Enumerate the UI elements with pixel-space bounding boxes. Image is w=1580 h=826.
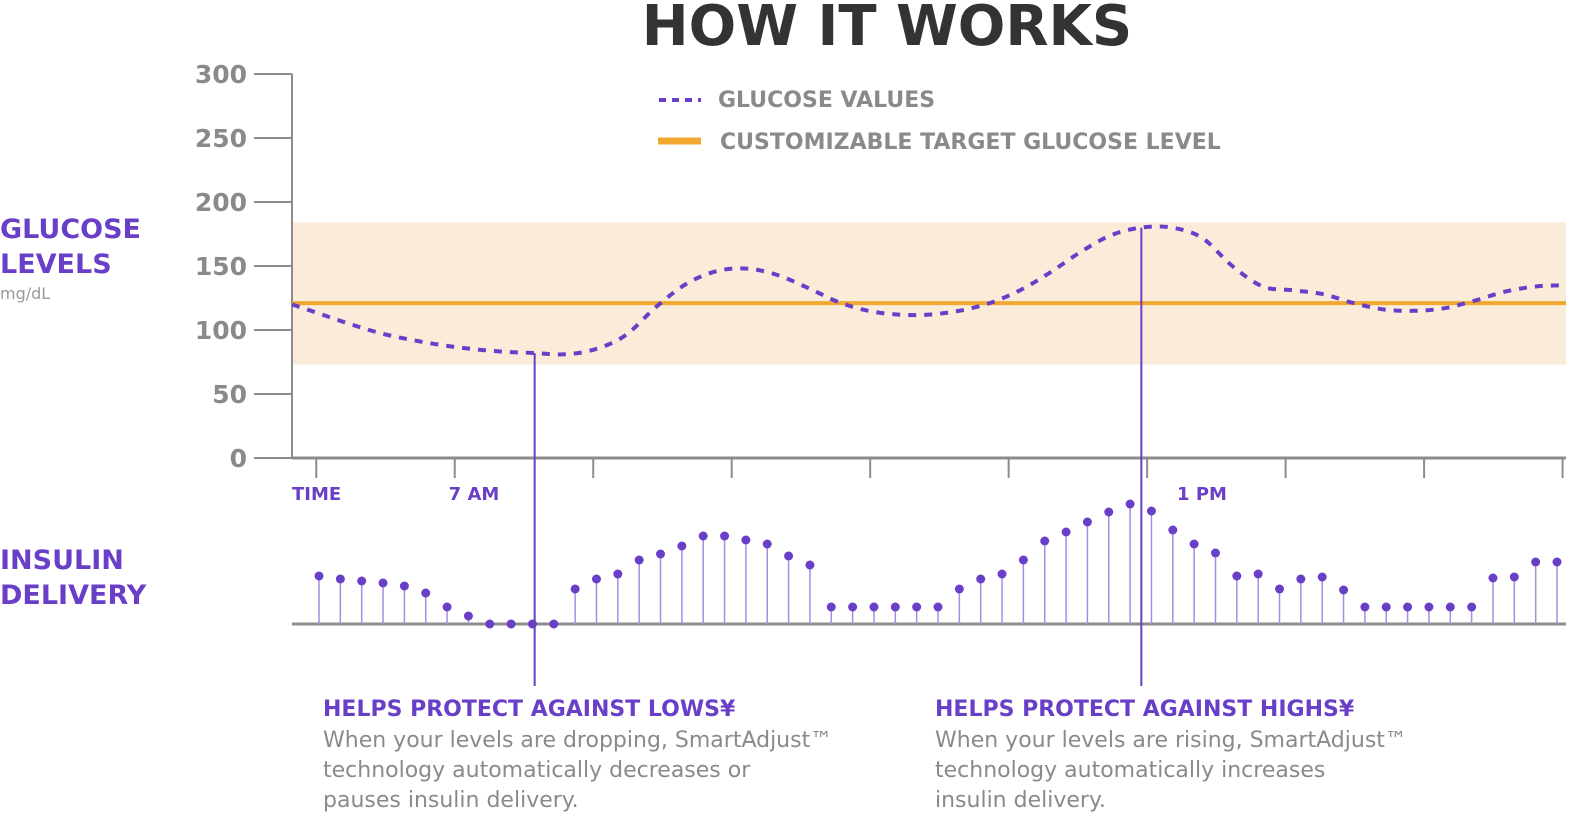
insulin-dot	[954, 584, 964, 594]
insulin-dot	[698, 531, 708, 541]
target-range-band	[292, 222, 1566, 365]
insulin-dot	[1467, 602, 1477, 612]
insulin-dot	[1018, 555, 1028, 565]
insulin-dot	[976, 574, 986, 584]
y-tick-label: 300	[195, 60, 247, 89]
annotation-text: insulin delivery.	[935, 788, 1106, 813]
y-tick-label: 0	[230, 444, 247, 473]
y-tick-label: 250	[195, 124, 247, 153]
insulin-dot	[890, 602, 900, 612]
insulin-dot	[1488, 573, 1498, 583]
insulin-dot	[1381, 602, 1391, 612]
insulin-delivery-label: DELIVERY	[0, 580, 147, 611]
y-tick-label: 50	[212, 380, 247, 409]
insulin-dot	[506, 619, 516, 629]
insulin-dot	[1403, 602, 1413, 612]
annotation-text: When your levels are rising, SmartAdjust…	[935, 728, 1407, 753]
chart-title: HOW IT WORKS	[642, 0, 1133, 59]
insulin-dot	[1168, 525, 1178, 535]
insulin-dot	[1531, 557, 1541, 567]
annotation-text: technology automatically increases	[935, 758, 1325, 783]
y-tick-label: 200	[195, 188, 247, 217]
insulin-dot	[1232, 571, 1242, 581]
insulin-dot	[463, 611, 473, 621]
insulin-dot	[1061, 527, 1071, 537]
insulin-dot	[485, 619, 495, 629]
insulin-dot	[591, 574, 601, 584]
insulin-dot	[335, 574, 345, 584]
insulin-dot	[869, 602, 879, 612]
insulin-dot	[826, 602, 836, 612]
insulin-dot	[656, 549, 666, 559]
insulin-dot	[399, 581, 409, 591]
y-tick-label: 100	[195, 316, 247, 345]
insulin-dot	[613, 569, 623, 579]
insulin-dot	[442, 602, 452, 612]
insulin-dot	[1146, 506, 1156, 516]
glucose-levels-label: LEVELS	[0, 249, 112, 280]
insulin-dot	[997, 569, 1007, 579]
insulin-dot	[1082, 517, 1092, 527]
x-axis-label: TIME	[292, 484, 341, 505]
insulin-dot	[848, 602, 858, 612]
insulin-dot	[634, 555, 644, 565]
insulin-dot	[933, 602, 943, 612]
insulin-dot	[677, 541, 687, 551]
insulin-dot	[1253, 569, 1263, 579]
insulin-dot	[805, 560, 815, 570]
insulin-dot	[912, 602, 922, 612]
x-tick-label: 7 AM	[449, 484, 500, 505]
glucose-levels-label: GLUCOSE	[0, 214, 141, 245]
insulin-dot	[1210, 548, 1220, 558]
glucose-unit-label: mg/dL	[0, 284, 50, 303]
insulin-dot	[1040, 536, 1050, 546]
insulin-dot	[720, 531, 730, 541]
insulin-delivery-label: INSULIN	[0, 545, 124, 576]
insulin-dot	[1445, 602, 1455, 612]
insulin-dot	[1275, 584, 1285, 594]
insulin-dot	[357, 576, 367, 586]
annotation-title: HELPS PROTECT AGAINST LOWS¥	[323, 697, 736, 722]
insulin-dot	[314, 571, 324, 581]
insulin-dot	[1189, 539, 1199, 549]
legend-target-level: CUSTOMIZABLE TARGET GLUCOSE LEVEL	[720, 130, 1221, 155]
insulin-dot	[549, 619, 559, 629]
insulin-dot	[1552, 557, 1562, 567]
x-tick-label: 1 PM	[1177, 484, 1227, 505]
insulin-dot	[1339, 585, 1349, 595]
insulin-dot	[1360, 602, 1370, 612]
insulin-dot	[1125, 499, 1135, 509]
insulin-dot	[1509, 572, 1519, 582]
insulin-dot	[1296, 574, 1306, 584]
insulin-dot	[421, 588, 431, 598]
insulin-dot	[378, 578, 388, 588]
glucose-values-line	[291, 224, 1567, 357]
insulin-dot	[570, 584, 580, 594]
insulin-dot	[762, 539, 772, 549]
annotation-text: pauses insulin delivery.	[323, 788, 579, 813]
y-tick-label: 150	[195, 252, 247, 281]
insulin-dot	[1424, 602, 1434, 612]
annotation-text: When your levels are dropping, SmartAdju…	[323, 728, 832, 753]
insulin-dot	[1317, 572, 1327, 582]
annotation-text: technology automatically decreases or	[323, 758, 751, 783]
legend-glucose-values: GLUCOSE VALUES	[718, 88, 935, 113]
insulin-dot	[784, 551, 794, 561]
insulin-dot	[1104, 507, 1114, 517]
annotation-title: HELPS PROTECT AGAINST HIGHS¥	[935, 697, 1355, 722]
insulin-dot	[741, 535, 751, 545]
